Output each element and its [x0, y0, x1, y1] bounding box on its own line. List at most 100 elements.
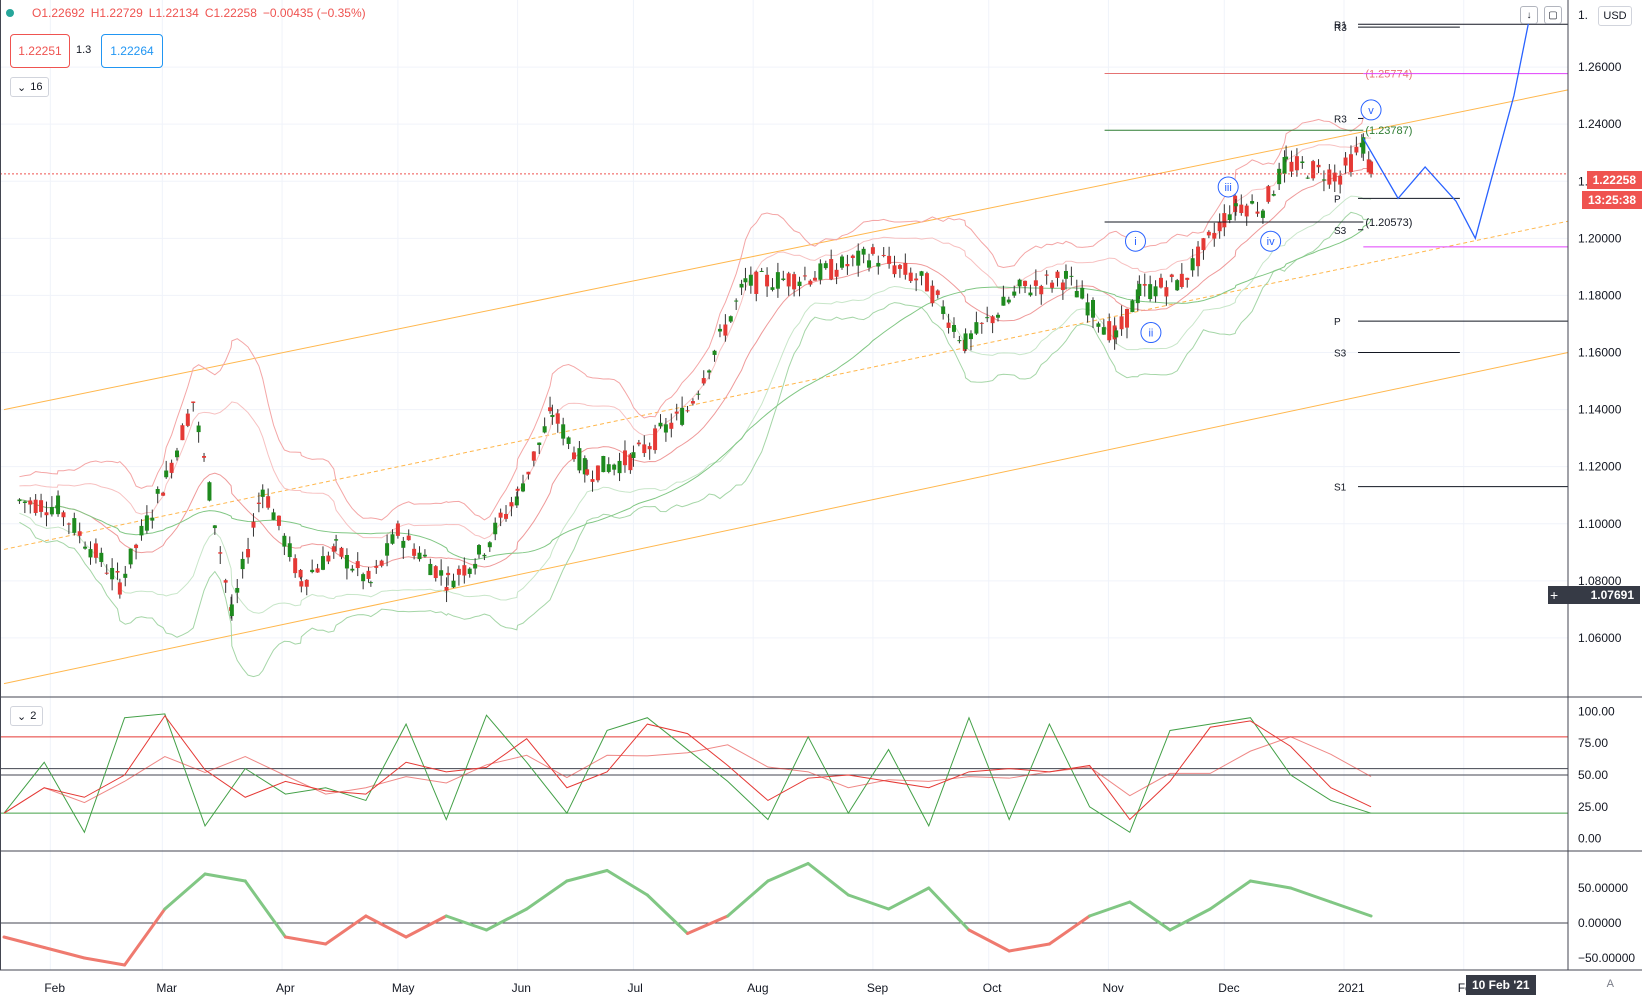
candle-body [123, 573, 128, 578]
candle-body [685, 410, 690, 412]
momentum-segment [726, 879, 770, 918]
candle-body [509, 502, 514, 507]
candle-body [110, 567, 115, 580]
buy-button[interactable]: 1.22264 [101, 34, 163, 68]
momentum-segment [1168, 907, 1212, 932]
candle-body [1338, 175, 1343, 185]
candle-body [361, 574, 366, 582]
candle-body [622, 450, 627, 466]
ohlc-high: H1.22729 [90, 6, 143, 20]
candle-body [446, 572, 451, 576]
fib-level-label: (1.20573) [1365, 217, 1412, 229]
candle-body [1124, 308, 1129, 328]
momentum-segment [686, 914, 730, 935]
candle-body [1212, 232, 1217, 239]
candle-body [612, 464, 617, 470]
candle-body [202, 456, 207, 458]
price-tick-label: 1.12000 [1578, 460, 1622, 474]
candle-body [845, 264, 850, 267]
candle-body [1060, 282, 1065, 291]
candle-body [498, 512, 503, 518]
candle-body [134, 544, 139, 549]
candle-body [1130, 300, 1135, 313]
price-tick-label: 1.08000 [1578, 574, 1622, 588]
oscillator-legend-toggle[interactable]: ⌄ 2 [10, 706, 44, 726]
candle-body [1039, 285, 1044, 295]
candle-body [595, 465, 600, 481]
candle-body [117, 582, 122, 595]
candle-body [647, 446, 652, 450]
momentum-segment [565, 869, 609, 883]
status-dot-icon [6, 9, 14, 17]
candle-body [379, 560, 384, 566]
crosshair-plus-icon[interactable]: + [1550, 587, 1559, 603]
candle-body [979, 322, 984, 324]
candle-body [456, 568, 461, 575]
momentum-segment [1047, 914, 1092, 946]
candle-body [320, 556, 325, 570]
candle-body [881, 254, 886, 256]
basis-line [19, 167, 1372, 568]
candle-body [941, 306, 946, 314]
stochastic-pane [0, 713, 1568, 834]
candle-body [759, 270, 764, 272]
currency-button[interactable]: USD [1598, 6, 1632, 26]
candle-body [1006, 299, 1011, 303]
candle-body [1316, 164, 1321, 168]
candle-body [1311, 161, 1316, 179]
candle-body [1190, 258, 1195, 271]
countdown-tag: 13:25:38 [1581, 191, 1642, 209]
pivot-label: P [1334, 317, 1341, 328]
ohlc-open: O1.22692 [32, 6, 85, 20]
candle-body [1017, 279, 1022, 287]
candle-body [1028, 292, 1033, 296]
candle-body [1321, 179, 1326, 181]
candle-body [642, 444, 647, 454]
maximize-icon[interactable]: ▢ [1544, 6, 1562, 24]
candle-body [617, 460, 622, 474]
momentum-segment [203, 872, 247, 883]
candle-body [444, 586, 449, 591]
ohlc-change: −0.00435 (−0.35%) [262, 6, 366, 20]
momentum-segment [1128, 900, 1172, 932]
candle-body [482, 554, 487, 557]
scroll-down-icon[interactable]: ↓ [1520, 6, 1538, 24]
momentum-segment [163, 872, 207, 911]
candle-body [786, 273, 791, 287]
candle-body [451, 580, 456, 588]
candle-body [355, 561, 360, 569]
momentum-segment [1007, 942, 1051, 953]
candle-body [1142, 284, 1147, 286]
candle-body [422, 554, 427, 557]
candle-body [974, 322, 979, 334]
mid-channel [3, 220, 1569, 550]
candle-body [164, 470, 169, 478]
candle-body [674, 411, 679, 414]
candle-body [1033, 280, 1038, 286]
candle-body [797, 281, 802, 287]
candles [17, 133, 1374, 621]
auto-scale-button[interactable]: A [1606, 978, 1614, 990]
candle-body [235, 587, 240, 593]
wave-circle [1217, 176, 1239, 198]
candle-body [99, 552, 104, 562]
candle-body [180, 425, 185, 441]
candle-body [829, 259, 834, 280]
candle-body [663, 424, 668, 433]
candle-body [781, 278, 786, 280]
candle-body [537, 442, 542, 446]
candle-body [985, 317, 990, 319]
candle-body [1085, 302, 1090, 316]
indicators-legend-toggle[interactable]: ⌄ 16 [10, 77, 50, 97]
momentum-segment [605, 869, 649, 897]
pivot-label: R1 [1334, 20, 1347, 31]
candle-body [924, 273, 929, 292]
sell-button[interactable]: 1.22251 [10, 34, 70, 68]
candle-body [326, 555, 331, 562]
candle-body [72, 518, 77, 533]
candle-body [701, 378, 706, 384]
candle-body [856, 250, 861, 266]
time-label: Jun [512, 981, 531, 995]
candle-body [1369, 161, 1374, 174]
